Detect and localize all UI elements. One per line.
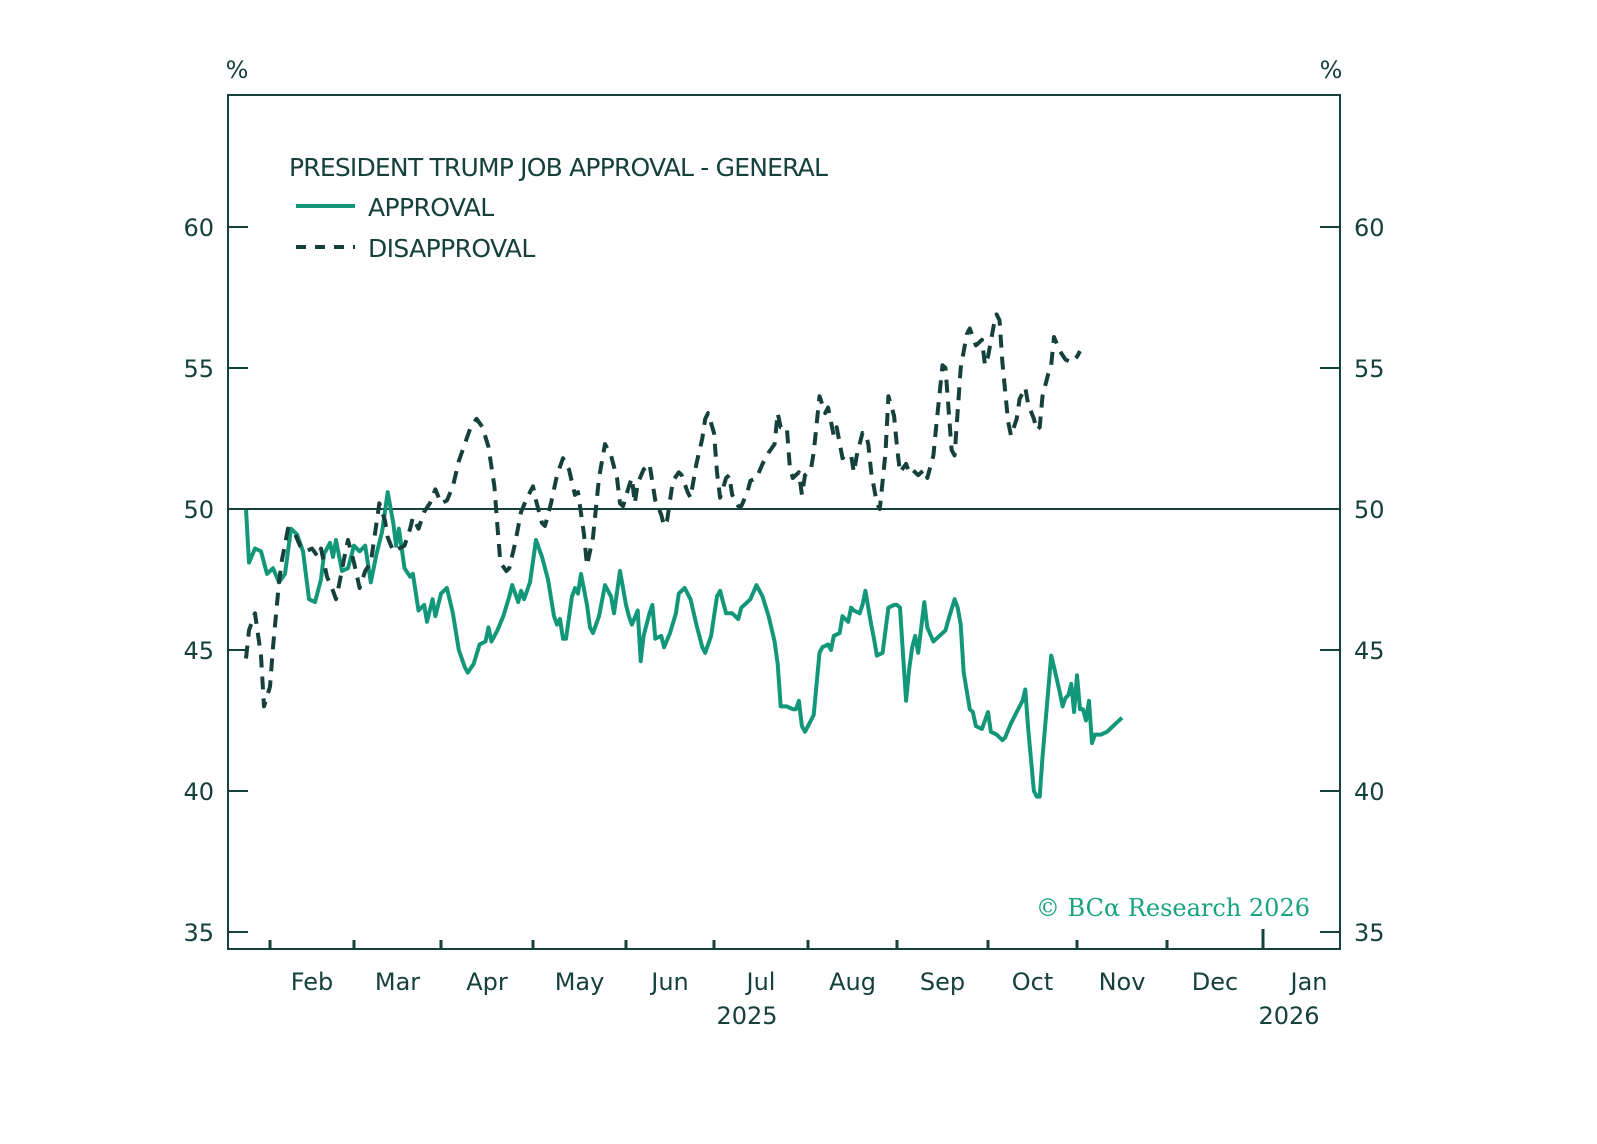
copyright-brand: BCα bbox=[1068, 894, 1121, 922]
plot-frame bbox=[227, 94, 1341, 950]
y-tick-label-left: 40 bbox=[183, 778, 214, 806]
ticks-group: 35 35 40 40 45 45 50 50 55 55 60 60 Feb Mar Apr May Jun J… bbox=[183, 214, 1384, 1030]
y-tick-label-right: 55 bbox=[1354, 355, 1385, 383]
legend-label-disapproval: DISAPPROVAL bbox=[368, 234, 535, 263]
x-tick-label: Aug bbox=[829, 968, 876, 996]
legend: PRESIDENT TRUMP JOB APPROVAL - GENERAL A… bbox=[289, 153, 829, 263]
x-tick-label: Dec bbox=[1192, 968, 1238, 996]
left-axis-unit: % bbox=[226, 56, 249, 84]
x-tick-label: Nov bbox=[1099, 968, 1146, 996]
y-tick-label-right: 45 bbox=[1354, 637, 1385, 665]
y-tick-label-left: 60 bbox=[183, 214, 214, 242]
series-line-disapproval bbox=[244, 312, 1082, 709]
x-tick-label: Mar bbox=[375, 968, 420, 996]
copyright-notice: © BCα Research 2026 bbox=[1036, 894, 1310, 922]
year-label: 2026 bbox=[1258, 1002, 1319, 1030]
x-tick-label: Jul bbox=[745, 968, 776, 996]
legend-label-approval: APPROVAL bbox=[368, 193, 494, 222]
y-tick-label-left: 50 bbox=[183, 496, 214, 524]
y-tick-label-left: 35 bbox=[183, 919, 214, 947]
copyright-text: Research 2026 bbox=[1128, 894, 1310, 922]
plot-frame-group bbox=[227, 94, 1341, 950]
chart-title: PRESIDENT TRUMP JOB APPROVAL - GENERAL bbox=[289, 153, 828, 182]
y-tick-label-right: 40 bbox=[1354, 778, 1385, 806]
x-tick-label: Jun bbox=[649, 968, 689, 996]
x-tick-label: Sep bbox=[920, 968, 965, 996]
series-line-approval bbox=[244, 490, 1124, 799]
copyright-symbol: © bbox=[1036, 894, 1060, 922]
y-tick-label-left: 45 bbox=[183, 637, 214, 665]
y-tick-label-right: 50 bbox=[1354, 496, 1385, 524]
x-tick-label: Apr bbox=[466, 968, 508, 996]
right-axis-unit: % bbox=[1320, 56, 1343, 84]
series-group bbox=[244, 312, 1124, 799]
x-tick-label: Feb bbox=[291, 968, 334, 996]
x-tick-label: Jan bbox=[1289, 968, 1328, 996]
y-tick-label-right: 60 bbox=[1354, 214, 1385, 242]
x-tick-label: Oct bbox=[1012, 968, 1054, 996]
year-label: 2025 bbox=[716, 1002, 777, 1030]
x-tick-label: May bbox=[555, 968, 605, 996]
y-tick-label-right: 35 bbox=[1354, 919, 1385, 947]
y-tick-label-left: 55 bbox=[183, 355, 214, 383]
